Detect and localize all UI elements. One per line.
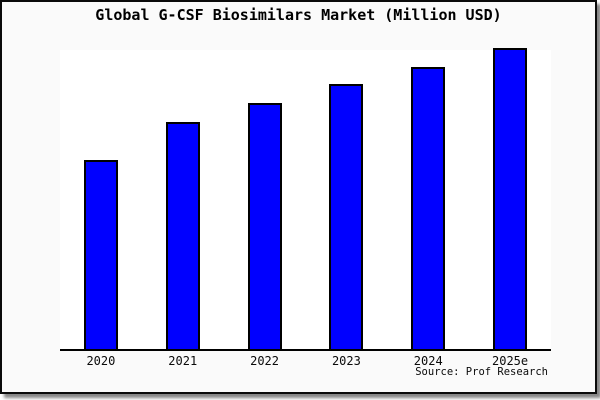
plot-area — [60, 48, 551, 351]
x-tick-label-2025e: 2025e — [492, 354, 529, 368]
bar-2023 — [329, 84, 364, 349]
x-tick-label-2023: 2023 — [331, 354, 361, 368]
x-tick-label-2024: 2024 — [413, 354, 443, 368]
bar-2021 — [165, 122, 200, 349]
chart-title: Global G-CSF Biosimilars Market (Million… — [95, 6, 502, 24]
x-tick-label-2020: 2020 — [86, 354, 116, 368]
bar-2020 — [83, 160, 118, 349]
source-credit: Source: Prof Research — [415, 366, 548, 378]
x-tick-label-2022: 2022 — [250, 354, 280, 368]
bar-2024 — [411, 67, 446, 349]
bar-2025e — [493, 48, 528, 349]
x-axis-tick-labels: 2020 2021 2022 2023 2024 2025e — [0, 354, 600, 368]
bar-2022 — [247, 103, 282, 349]
x-tick-label-2021: 2021 — [168, 354, 198, 368]
